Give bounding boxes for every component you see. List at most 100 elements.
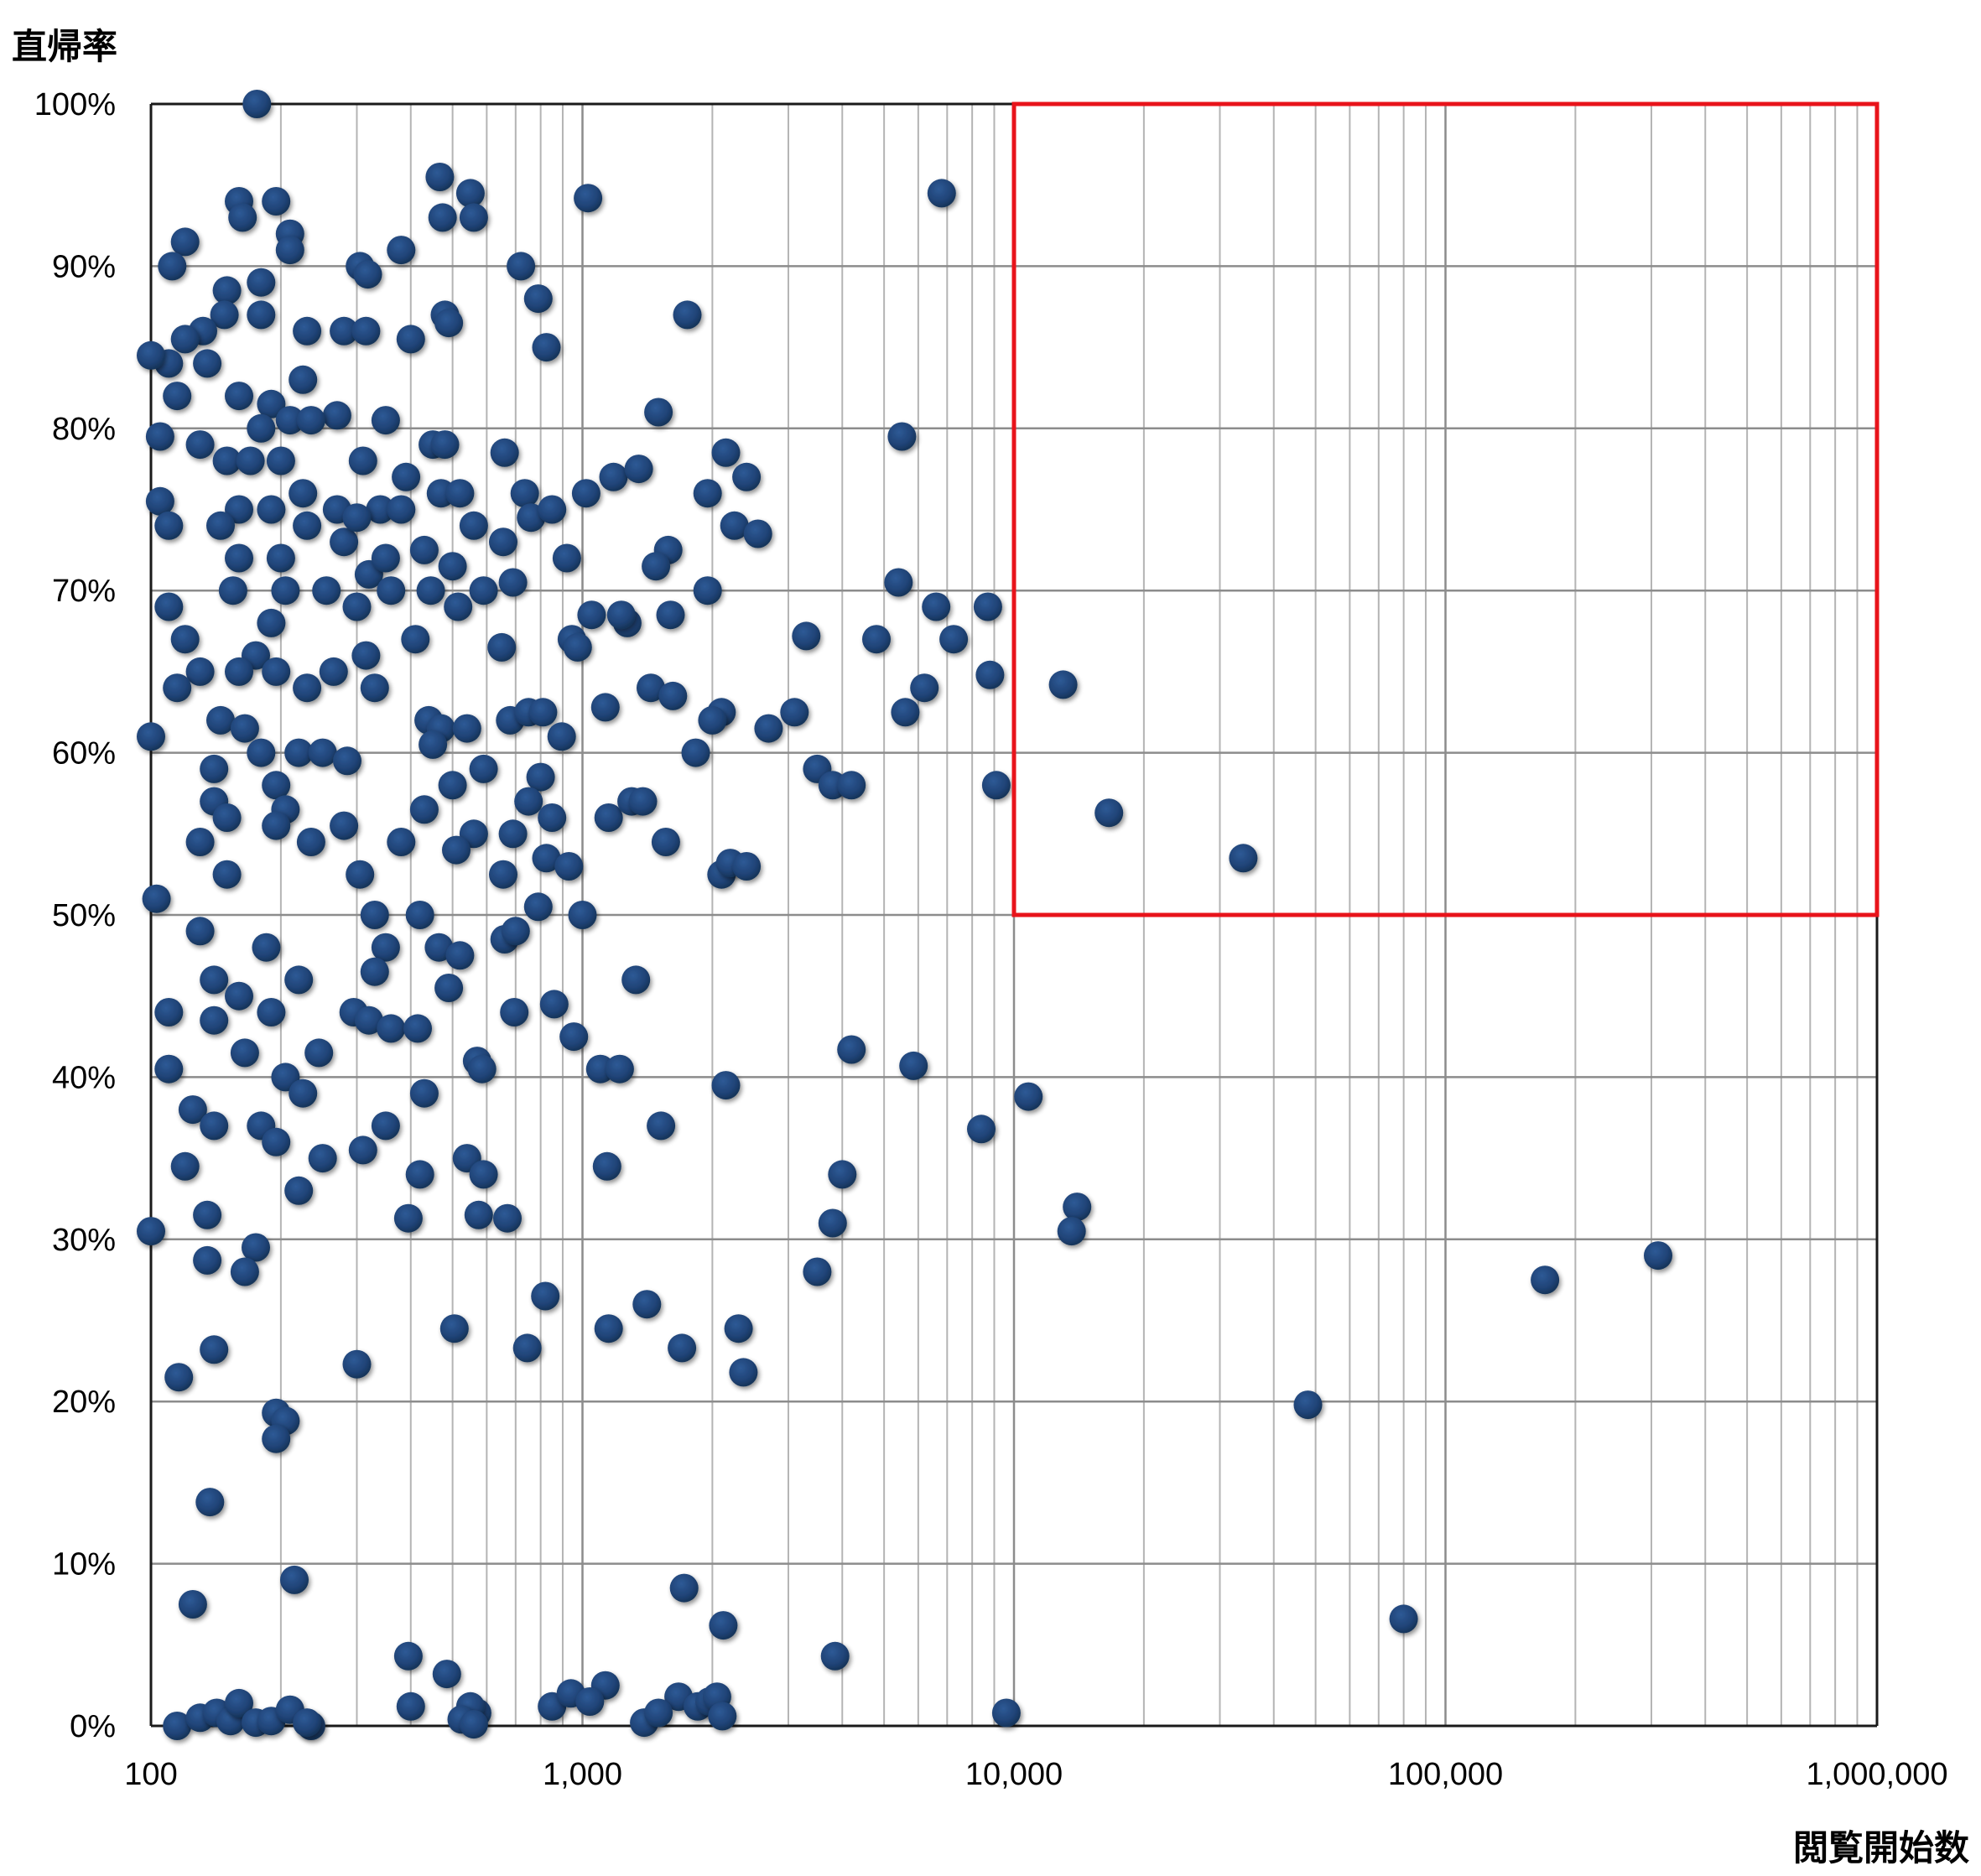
data-point	[419, 730, 448, 759]
data-point	[599, 462, 628, 491]
data-point	[507, 252, 536, 281]
x-axis-title: 閲覧開始数	[1792, 1828, 1969, 1868]
data-point	[967, 1115, 996, 1144]
data-point	[225, 495, 253, 524]
data-point	[262, 187, 291, 216]
data-point	[247, 413, 276, 443]
data-point	[621, 965, 651, 995]
data-point	[575, 1687, 605, 1716]
data-point	[178, 1095, 207, 1125]
data-point	[289, 479, 318, 508]
data-point	[729, 1358, 758, 1387]
data-point	[342, 592, 372, 621]
data-point	[330, 527, 359, 557]
data-point	[296, 828, 325, 856]
data-point	[393, 1641, 423, 1671]
data-point	[293, 511, 322, 540]
y-tick-label: 40%	[52, 1060, 116, 1095]
data-point	[360, 673, 389, 703]
y-axis-title: 直帰率	[12, 27, 118, 66]
data-point	[403, 1014, 432, 1043]
data-point	[377, 1014, 406, 1043]
data-point	[137, 340, 165, 370]
data-point	[658, 681, 688, 710]
data-point	[225, 1688, 253, 1718]
data-point	[1293, 1390, 1323, 1420]
data-point	[493, 1203, 522, 1233]
data-point	[693, 479, 722, 508]
data-point	[432, 1660, 461, 1689]
data-point	[455, 179, 485, 208]
data-point	[498, 819, 528, 849]
data-point	[351, 316, 381, 346]
data-point	[568, 901, 597, 929]
data-point	[178, 1590, 207, 1619]
data-point	[304, 1038, 334, 1068]
data-point	[396, 325, 425, 354]
data-point	[523, 284, 553, 314]
data-point	[828, 1160, 857, 1189]
data-point	[547, 722, 576, 751]
data-point	[330, 316, 359, 346]
data-point	[354, 1006, 383, 1035]
data-point	[280, 1565, 309, 1594]
data-point	[377, 576, 406, 605]
x-tick-label: 10,000	[965, 1757, 1063, 1792]
data-point	[371, 543, 400, 573]
data-point	[512, 1333, 542, 1363]
data-point	[818, 1208, 847, 1238]
data-point	[333, 746, 361, 776]
x-tick-label: 1,000,000	[1806, 1757, 1947, 1792]
data-point	[681, 738, 710, 767]
data-point	[1014, 1082, 1043, 1111]
data-point	[212, 803, 242, 832]
data-point	[257, 495, 286, 524]
data-point	[1644, 1241, 1672, 1271]
data-point	[526, 762, 555, 792]
data-point	[514, 787, 543, 816]
data-point	[899, 1051, 928, 1080]
data-point	[637, 673, 665, 703]
data-point	[289, 1078, 318, 1108]
data-point	[720, 511, 749, 540]
data-point	[927, 179, 956, 208]
data-point	[632, 1290, 662, 1319]
data-point	[577, 600, 606, 630]
data-point	[592, 1151, 621, 1181]
data-point	[409, 535, 439, 564]
data-point	[158, 252, 187, 281]
y-tick-label: 50%	[52, 898, 116, 933]
data-point	[154, 998, 184, 1026]
x-tick-label: 100	[124, 1757, 177, 1792]
data-point	[1057, 1217, 1086, 1246]
data-point	[489, 860, 517, 889]
data-point	[346, 860, 375, 889]
data-point	[644, 1698, 673, 1728]
data-point	[137, 1217, 165, 1246]
data-point	[669, 1573, 699, 1603]
data-point	[366, 495, 395, 524]
data-point	[711, 1071, 741, 1100]
data-point	[225, 657, 253, 686]
data-point	[212, 860, 242, 889]
data-point	[416, 576, 445, 605]
data-point	[154, 592, 184, 621]
data-point	[154, 511, 184, 540]
data-point	[442, 835, 471, 865]
data-point	[732, 852, 762, 881]
data-point	[262, 811, 291, 840]
data-point	[693, 576, 722, 605]
data-point	[464, 1200, 493, 1229]
data-point	[163, 382, 192, 411]
data-point	[218, 576, 247, 605]
data-point	[195, 1488, 225, 1517]
data-point	[459, 511, 488, 540]
data-points	[137, 90, 1672, 1740]
data-point	[387, 495, 416, 524]
data-point	[360, 901, 389, 929]
data-point	[230, 1038, 259, 1068]
data-point	[563, 632, 592, 662]
data-point	[262, 1127, 291, 1156]
data-point	[1531, 1265, 1560, 1295]
data-point	[266, 446, 295, 475]
